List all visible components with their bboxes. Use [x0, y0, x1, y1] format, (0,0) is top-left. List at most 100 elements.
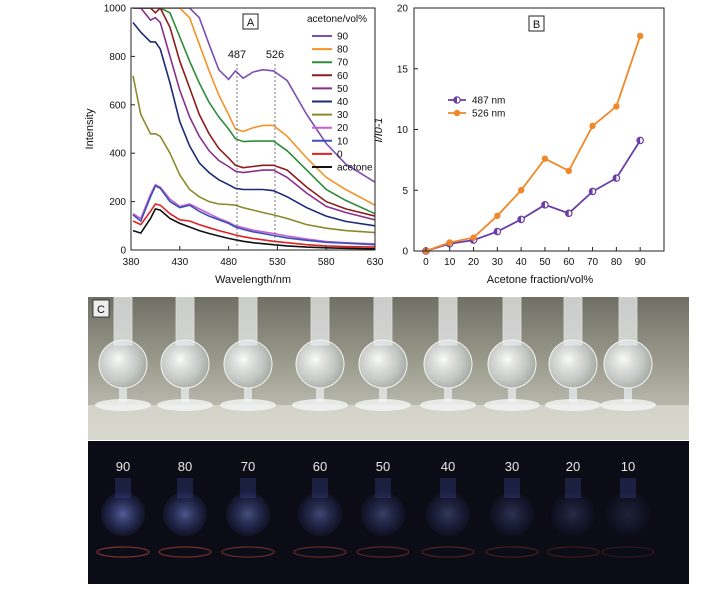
- panel-b-point-1-1: [446, 239, 453, 246]
- panel-b-point-1-8: [613, 103, 620, 110]
- uv-vial-bulb: [490, 492, 534, 536]
- uv-vial-base: [96, 546, 150, 558]
- daylight-vial-stem: [316, 388, 324, 402]
- uv-vial-bulb: [426, 492, 470, 536]
- daylight-vial-base: [484, 399, 540, 411]
- daylight-vial-neck: [373, 296, 393, 346]
- uv-vial-label: 70: [241, 459, 255, 474]
- uv-vial-bulb: [163, 492, 207, 536]
- panel-b-x-tick-label: 30: [492, 257, 504, 268]
- panel-a-x-tick-label: 380: [123, 257, 140, 268]
- daylight-vial-bulb: [98, 339, 148, 389]
- uv-vial-bulb: [226, 492, 270, 536]
- uv-vial-base: [485, 546, 539, 558]
- uv-vial-bulb: [606, 492, 650, 536]
- daylight-vial-base: [220, 399, 276, 411]
- panel-b-series-line-1: [425, 35, 642, 252]
- daylight-vial-stem: [379, 388, 387, 402]
- panel-b-legend-marker-1: [453, 109, 461, 117]
- panel-a-y-tick-label: 800: [109, 52, 126, 63]
- uv-vial-base: [356, 546, 410, 558]
- uv-vial-base: [293, 546, 347, 558]
- uv-vial-label: 60: [313, 459, 327, 474]
- panel-b-point-0-7-fill: [589, 188, 593, 195]
- panel-b-x-tick-label: 70: [587, 257, 599, 268]
- panel-b-legend-marker-0-fill: [453, 96, 457, 104]
- daylight-vial-bulb: [423, 339, 473, 389]
- daylight-vial-bulb: [548, 339, 598, 389]
- panel-a-legend-label-50: 50: [337, 84, 349, 95]
- panel-b-point-0-6-fill: [565, 210, 569, 217]
- panel-b-legend: 487 nm 526 nm: [448, 96, 505, 120]
- daylight-vial-bulb: [295, 339, 345, 389]
- panel-a-y-tick-label: 600: [109, 100, 126, 111]
- panel-a-plot-area: [132, 8, 375, 250]
- panel-b-legend-label-1: 526 nm: [472, 109, 505, 120]
- panel-b-point-0-8-fill: [613, 174, 617, 182]
- daylight-vial-neck: [563, 296, 583, 346]
- uv-vial-base: [221, 546, 275, 558]
- panel-b-x-tick-label: 0: [423, 257, 429, 268]
- daylight-vial-neck: [438, 296, 458, 346]
- panel-a-y-tick-label: 1000: [104, 4, 127, 15]
- panel-b-plot-area: [422, 32, 644, 255]
- panel-a-x-tick-label: 580: [318, 257, 335, 268]
- daylight-vial-bulb: [603, 339, 653, 389]
- daylight-vial-neck: [238, 296, 258, 346]
- panel-a-series-20: [132, 183, 375, 245]
- daylight-vial-bulb: [223, 339, 273, 389]
- panel-b-y-tick-label: 20: [397, 4, 409, 15]
- daylight-vial-neck: [502, 296, 522, 346]
- uv-vial-label: 30: [505, 459, 519, 474]
- panel-b-axes: 0 10 20 30 40 50 60 70 80 90 0 5 10 15 20: [397, 4, 646, 269]
- daylight-vial-base: [292, 399, 348, 411]
- panel-a-series-80: [133, 8, 375, 206]
- daylight-vial-base: [545, 399, 601, 411]
- panel-b-x-tick-label: 50: [539, 257, 551, 268]
- panel-a-legend-label-30: 30: [337, 110, 349, 121]
- uv-photo-labels: 90 80 70 60 50 40 30 20 10: [116, 459, 635, 474]
- panel-b-series-line-0: [425, 139, 641, 252]
- panel-b-point-1-9: [636, 32, 644, 40]
- daylight-vial-stem: [119, 388, 127, 402]
- daylight-vial-neck: [113, 296, 133, 346]
- daylight-vial-bulb: [487, 339, 537, 389]
- daylight-vial-base: [600, 399, 656, 411]
- uv-vial-bulb: [101, 492, 145, 536]
- panel-a-legend-label-10: 10: [337, 136, 349, 147]
- uv-vial-bulb: [298, 492, 342, 536]
- panel-a-x-label: Wavelength/nm: [215, 274, 291, 286]
- panel-b-x-tick-label: 10: [444, 257, 456, 268]
- panel-b-ratio-chart: 0 10 20 30 40 50 60 70 80 90 0 5 10 15 20 B I/I0-1 Ace…: [373, 4, 665, 286]
- panel-a-series-acetone: [132, 207, 375, 250]
- panel-a-legend-label-acetone: acetone: [337, 163, 373, 174]
- panel-b-y-tick-label: 0: [402, 247, 408, 258]
- daylight-vial-stem: [569, 388, 577, 402]
- panel-b-point-0-9-fill: [636, 137, 641, 144]
- panel-b-point-1-7: [589, 122, 596, 130]
- panel-a-series-10: [132, 184, 375, 246]
- daylight-vial-stem: [181, 388, 189, 402]
- daylight-vial-bulb: [160, 339, 210, 389]
- panel-a-legend-title: acetone/vol%: [307, 14, 367, 25]
- panel-a-series-60: [133, 8, 375, 217]
- uv-vial-label: 90: [116, 459, 130, 474]
- uv-vial-base: [601, 546, 655, 558]
- panel-b-frame: [413, 7, 665, 252]
- panel-b-x-tick-label: 20: [468, 257, 480, 268]
- panel-a-frame: [130, 7, 376, 251]
- panel-b-label-box: [528, 15, 545, 32]
- peak-label-487: 487: [228, 49, 246, 61]
- daylight-vial-stem: [508, 388, 516, 402]
- panel-b-label: B: [533, 19, 540, 31]
- panel-a-legend-label-0: 0: [337, 149, 343, 160]
- uv-vial-label: 20: [566, 459, 580, 474]
- uv-vial-bulb: [551, 492, 595, 536]
- panel-b-x-tick-label: 40: [516, 257, 528, 268]
- daylight-vial-stem: [444, 388, 452, 402]
- daylight-vial-neck: [310, 296, 330, 346]
- panel-a-y-tick-label: 0: [120, 246, 126, 257]
- daylight-vial-neck: [175, 296, 195, 346]
- daylight-vial-base: [355, 399, 411, 411]
